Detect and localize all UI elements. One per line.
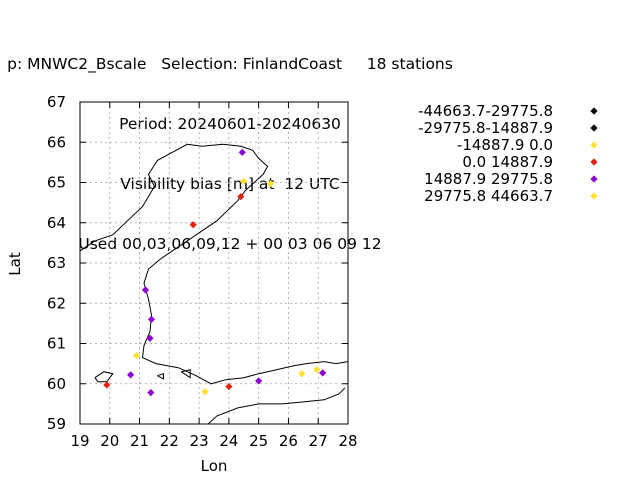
y-tick-label: 65 [47, 174, 66, 192]
legend-label: -44663.7-29775.8 [418, 102, 553, 120]
data-point [141, 286, 150, 294]
data-point [201, 388, 209, 396]
y-tick-label: 62 [47, 294, 66, 312]
data-point [147, 315, 156, 323]
data-point [319, 369, 327, 377]
legend-marker [590, 124, 598, 132]
title-line-1: p: MNWC2_Bscale Selection: FinlandCoast … [7, 55, 453, 73]
title-line-2: Period: 20240601-20240630 [119, 115, 341, 133]
x-tick-label: 25 [249, 432, 268, 450]
y-tick-label: 67 [47, 93, 66, 111]
data-point [225, 382, 233, 391]
legend-marker [590, 158, 598, 166]
legend-label: 29775.8 44663.7 [424, 187, 553, 205]
x-tick-label: 28 [338, 432, 357, 450]
legend-label: 14887.9 29775.8 [424, 170, 553, 188]
legend-label: -14887.9 0.0 [457, 136, 553, 154]
x-axis-label: Lon [201, 457, 228, 475]
x-tick-label: 26 [279, 432, 298, 450]
x-tick-label: 20 [100, 432, 119, 450]
legend-label: 0.0 14887.9 [462, 153, 553, 171]
coastline [207, 387, 346, 425]
coastline [180, 369, 191, 379]
y-tick-label: 61 [47, 335, 66, 353]
x-tick-label: 19 [70, 432, 89, 450]
data-point [238, 148, 246, 156]
y-tick-label: 64 [47, 214, 66, 232]
data-point [237, 192, 245, 201]
legend-marker [590, 141, 598, 149]
y-axis-label: Lat [6, 252, 24, 276]
coastline [157, 373, 164, 380]
x-tick-label: 22 [160, 432, 179, 450]
y-tick-label: 59 [47, 415, 66, 433]
data-point [132, 351, 141, 360]
coastline [79, 143, 349, 385]
data-point [147, 389, 155, 397]
legend-marker [590, 192, 598, 200]
x-tick-label: 21 [130, 432, 149, 450]
x-tick-label: 24 [219, 432, 238, 450]
data-point [240, 177, 248, 185]
data-point [103, 381, 111, 389]
y-tick-label: 66 [47, 133, 66, 151]
x-tick-label: 27 [309, 432, 328, 450]
data-point [146, 334, 154, 342]
title-line-4: Used 00,03,06,09,12 + 00 03 06 09 12 [78, 235, 382, 253]
data-point [313, 366, 321, 374]
data-point [189, 221, 197, 229]
data-point [255, 377, 263, 385]
y-tick-label: 60 [47, 375, 66, 393]
data-point [266, 180, 275, 188]
coastline [94, 371, 114, 383]
legend-marker [590, 175, 598, 183]
legend-marker [590, 107, 598, 115]
data-point [127, 371, 135, 379]
y-tick-label: 63 [47, 254, 66, 272]
x-tick-label: 23 [190, 432, 209, 450]
data-point [298, 370, 306, 378]
legend-label: -29775.8-14887.9 [418, 119, 553, 137]
